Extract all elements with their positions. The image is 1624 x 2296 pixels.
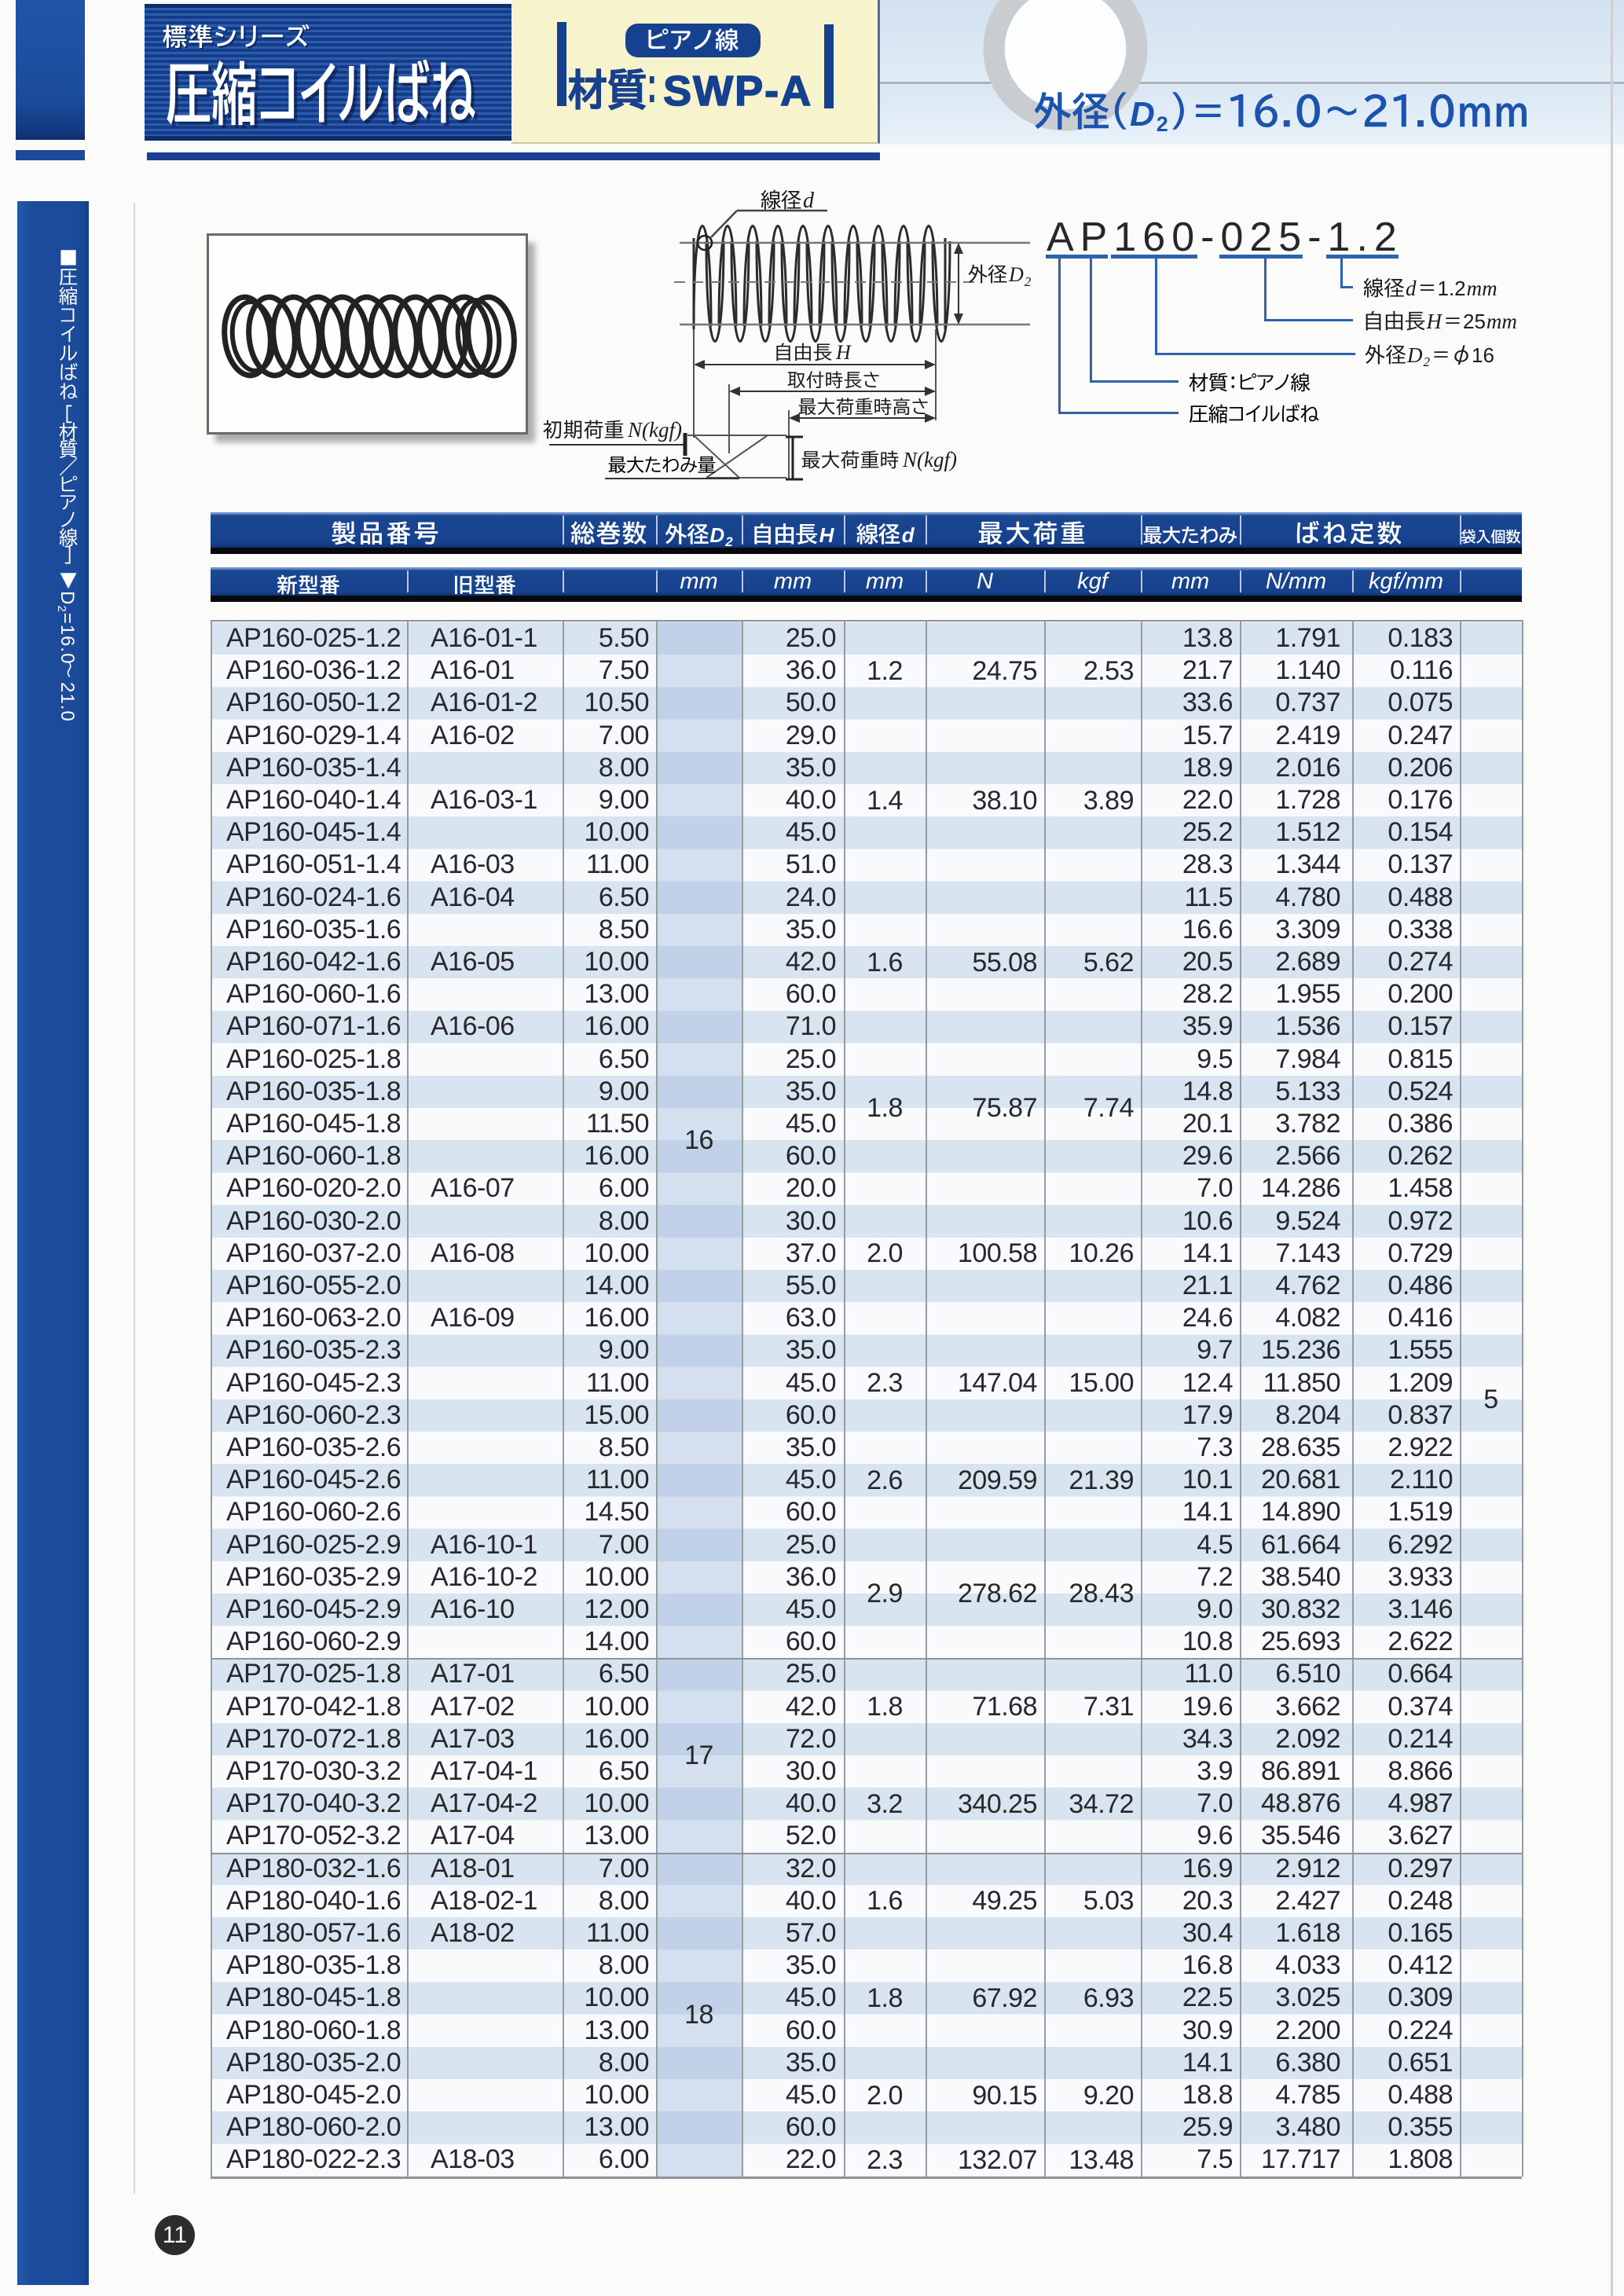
svg-text:2: 2 — [724, 534, 733, 549]
svg-text:H: H — [1426, 310, 1443, 333]
svg-text:mm: mm — [1467, 277, 1498, 300]
svg-text:H: H — [835, 341, 852, 364]
svg-text:16: 16 — [1472, 343, 1494, 367]
svg-text:D: D — [709, 523, 724, 547]
svg-text:1.2: 1.2 — [1438, 277, 1466, 300]
svg-text:mm: mm — [1487, 310, 1517, 333]
svg-text:N(kgf): N(kgf) — [902, 448, 957, 471]
svg-text:D: D — [1406, 343, 1423, 367]
svg-text:2: 2 — [1025, 274, 1032, 289]
svg-text:d: d — [803, 189, 815, 213]
svg-text:d: d — [1406, 277, 1417, 300]
svg-text:d: d — [902, 523, 915, 547]
svg-text:25: 25 — [1463, 310, 1486, 333]
svg-text:H: H — [819, 523, 835, 547]
svg-text:D: D — [1008, 263, 1024, 286]
svg-text:SWP-A: SWP-A — [663, 68, 812, 115]
svg-text:2: 2 — [1424, 354, 1431, 369]
svg-text:N(kgf): N(kgf) — [627, 418, 682, 442]
svg-text:21.0: 21.0 — [57, 682, 78, 722]
svg-text:D2=16.0: D2=16.0 — [55, 591, 78, 664]
svg-text:2: 2 — [1157, 112, 1168, 136]
svg-text:D: D — [1130, 95, 1155, 134]
